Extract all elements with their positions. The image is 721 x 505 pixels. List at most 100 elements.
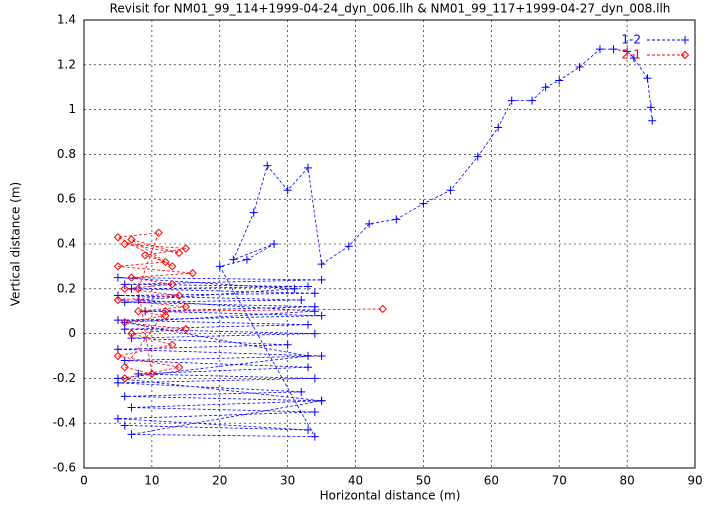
y-tick-label: 0.2	[57, 281, 76, 295]
x-tick-label: 90	[687, 474, 702, 488]
x-tick-label: 40	[348, 474, 363, 488]
point-marker	[168, 262, 177, 271]
point-marker	[134, 369, 143, 378]
point-marker	[646, 103, 655, 112]
point-marker	[304, 352, 313, 360]
point-marker	[378, 304, 387, 314]
point-marker	[494, 123, 503, 132]
point-marker	[120, 421, 129, 430]
point-marker	[344, 242, 353, 251]
point-marker	[317, 275, 326, 284]
y-tick-label: 1.4	[57, 13, 76, 27]
point-marker	[304, 425, 313, 434]
point-marker	[113, 262, 123, 271]
y-tick-label: 1	[68, 102, 76, 116]
point-marker	[681, 36, 689, 44]
point-marker	[648, 116, 657, 125]
point-marker	[113, 414, 122, 423]
point-marker	[181, 244, 191, 253]
point-marker	[310, 374, 319, 383]
point-marker	[120, 280, 129, 289]
point-marker	[317, 396, 326, 405]
point-marker	[310, 329, 319, 338]
point-marker	[623, 47, 632, 56]
point-marker	[609, 45, 618, 54]
point-marker	[283, 340, 292, 349]
point-marker	[528, 96, 537, 105]
point-marker	[113, 316, 122, 325]
x-tick-label: 20	[212, 474, 227, 488]
y-tick-label: -0.4	[53, 416, 76, 430]
point-marker	[113, 351, 123, 361]
x-tick-label: 0	[80, 474, 88, 488]
point-marker	[473, 152, 482, 161]
series-line	[116, 232, 383, 379]
point-marker	[629, 54, 638, 63]
point-marker	[120, 284, 129, 294]
legend-label: 2-1	[621, 48, 641, 62]
y-tick-label: 0.8	[57, 147, 76, 161]
point-marker	[304, 282, 313, 291]
point-marker	[161, 257, 170, 267]
point-marker	[392, 215, 401, 224]
point-marker	[127, 235, 136, 244]
point-marker	[242, 255, 251, 264]
point-marker	[174, 362, 184, 372]
point-marker	[555, 76, 564, 85]
y-tick-label: 1.2	[57, 57, 76, 71]
point-marker	[297, 387, 306, 396]
point-marker	[154, 228, 163, 238]
point-marker	[229, 255, 238, 264]
point-marker	[507, 96, 516, 105]
point-marker	[263, 161, 272, 170]
point-marker	[310, 432, 319, 441]
point-marker	[127, 334, 136, 343]
legend-label: 1-2	[621, 33, 641, 47]
point-marker	[304, 363, 313, 372]
point-marker	[304, 320, 313, 329]
point-marker	[147, 369, 157, 379]
point-marker	[161, 306, 170, 316]
point-marker	[575, 63, 584, 72]
point-marker	[134, 306, 143, 316]
point-marker	[541, 83, 550, 92]
point-marker	[297, 296, 306, 304]
chart-title: Revisit for NM01_99_114+1999-04-24_dyn_0…	[110, 2, 671, 16]
point-marker	[446, 186, 455, 195]
point-marker	[270, 240, 279, 248]
point-marker	[174, 291, 184, 300]
x-axis-label: Horizontal distance (m)	[320, 489, 461, 503]
point-marker	[188, 268, 197, 278]
point-marker	[120, 239, 129, 249]
point-marker	[181, 302, 191, 311]
point-marker	[304, 163, 313, 172]
x-tick-label: 80	[619, 474, 634, 488]
point-marker	[113, 291, 122, 300]
x-tick-label: 50	[416, 474, 431, 488]
x-tick-label: 70	[552, 474, 567, 488]
x-tick-label: 10	[144, 474, 159, 488]
series-line	[117, 48, 653, 438]
point-marker	[310, 289, 319, 298]
point-marker	[113, 295, 123, 305]
point-marker	[283, 186, 292, 195]
point-marker	[120, 392, 129, 401]
x-tick-label: 30	[280, 474, 295, 488]
point-marker	[134, 296, 143, 304]
point-marker	[127, 329, 136, 338]
point-marker	[174, 248, 184, 258]
y-tick-label: 0.4	[57, 237, 76, 251]
point-marker	[365, 219, 374, 228]
point-marker	[595, 45, 604, 54]
point-marker	[127, 430, 136, 439]
point-marker	[120, 362, 129, 372]
point-marker	[643, 74, 652, 83]
point-marker	[168, 340, 177, 350]
point-marker	[140, 250, 150, 260]
y-tick-label: 0.6	[57, 192, 76, 206]
y-tick-label: 0	[68, 326, 76, 340]
y-axis-label: Vertical distance (m)	[9, 182, 23, 306]
point-marker	[317, 260, 326, 269]
y-tick-label: -0.2	[53, 371, 76, 385]
